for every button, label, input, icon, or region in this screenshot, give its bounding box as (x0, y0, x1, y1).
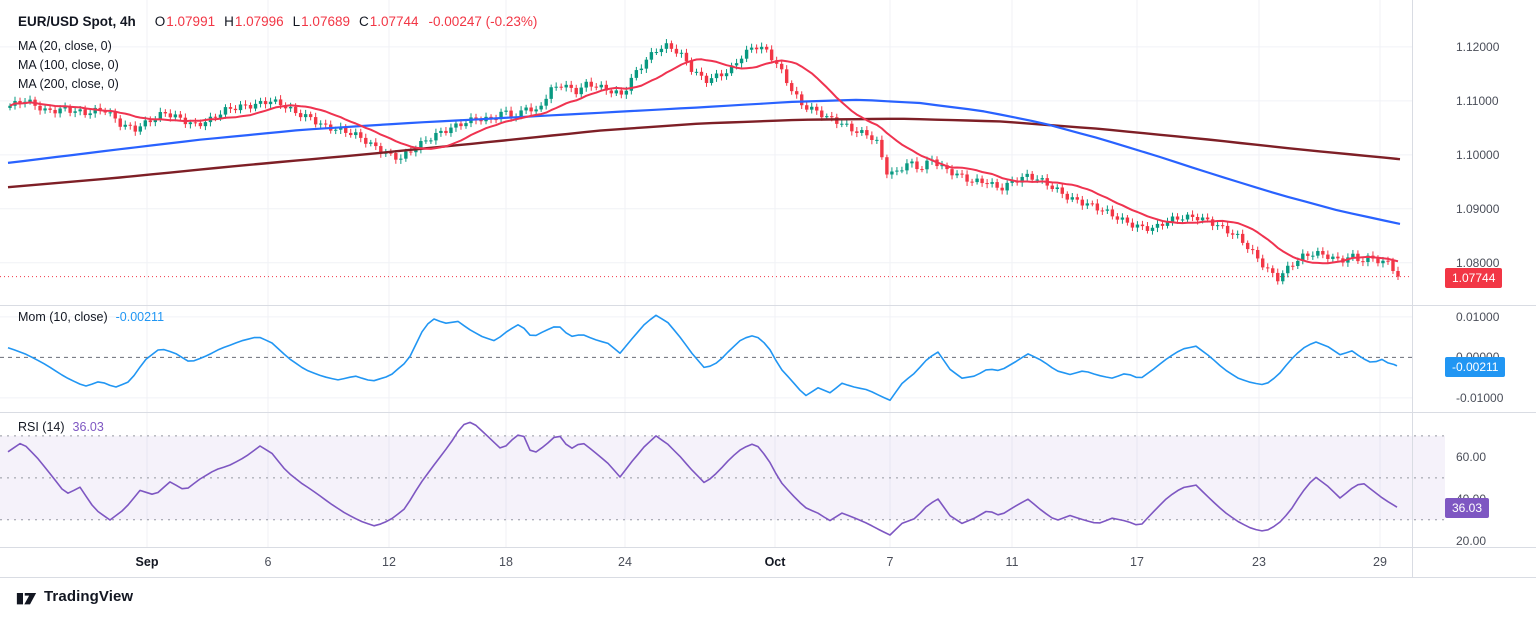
change-value: -0.00247 (-0.23%) (428, 14, 538, 29)
chart-canvas[interactable] (0, 0, 1536, 578)
symbol-title: EUR/USD Spot, 4h (18, 14, 136, 29)
x-axis-label: 12 (382, 555, 396, 569)
tradingview-logo[interactable]: TradingView (16, 586, 133, 607)
rsi-legend[interactable]: RSI (14) 36.03 (18, 420, 104, 434)
x-axis-label: 11 (1005, 555, 1019, 569)
momentum-legend[interactable]: Mom (10, close) -0.00211 (18, 310, 164, 324)
ohlc-l: L1.07689 (292, 14, 350, 29)
tradingview-wordmark: TradingView (44, 588, 134, 605)
x-axis-label: Oct (764, 555, 786, 569)
price-axis-label: 1.08000 (1456, 255, 1500, 270)
time-scale[interactable] (0, 548, 1412, 578)
ma-legends: MA (20, close, 0) MA (100, close, 0) MA (2… (18, 37, 119, 94)
ohlc-o: O1.07991 (154, 14, 216, 29)
x-axis-label: 17 (1130, 555, 1144, 569)
ma-legend-row[interactable]: MA (100, close, 0) (18, 58, 119, 72)
momentum-axis-label: -0.01000 (1456, 390, 1504, 405)
ma-legend-row[interactable]: MA (20, close, 0) (18, 39, 112, 53)
ohlc-values: O1.07991 H1.07996 L1.07689 C1.07744 (146, 14, 419, 29)
x-axis-label: Sep (135, 555, 159, 569)
rsi-label: RSI (14) (18, 420, 65, 434)
mom-value-badge: -0.00211 (1445, 356, 1506, 377)
price-axis-label: 1.11000 (1456, 93, 1499, 108)
momentum-axis-label: 0.01000 (1456, 309, 1500, 324)
momentum-label: Mom (10, close) (18, 310, 108, 324)
ohlc-h: H1.07996 (224, 14, 284, 29)
rsi-value: 36.03 (72, 420, 104, 434)
price-value-badge: 1.07744 (1445, 267, 1503, 288)
x-axis-label: 7 (886, 555, 894, 569)
x-axis-label: 24 (618, 555, 632, 569)
ma-legend-row[interactable]: MA (200, close, 0) (18, 77, 119, 91)
price-axis-label: 1.12000 (1456, 39, 1500, 54)
momentum-value: -0.00211 (115, 310, 165, 324)
rsi-axis-label: 60.00 (1456, 449, 1487, 464)
x-axis-label: 29 (1373, 555, 1387, 569)
price-axis-label: 1.09000 (1456, 201, 1500, 216)
tradingview-icon (16, 593, 37, 605)
x-axis-label: 6 (264, 555, 272, 569)
x-axis-label: 18 (499, 555, 513, 569)
ohlc-c: C1.07744 (358, 14, 419, 29)
rsi-value-badge: 36.03 (1445, 498, 1490, 519)
symbol-legend[interactable]: EUR/USD Spot, 4h O1.07991 H1.07996 L1.07689… (18, 14, 537, 29)
x-axis-label: 23 (1252, 555, 1266, 569)
price-axis-label: 1.10000 (1456, 147, 1500, 162)
rsi-axis-label: 20.00 (1456, 533, 1487, 548)
